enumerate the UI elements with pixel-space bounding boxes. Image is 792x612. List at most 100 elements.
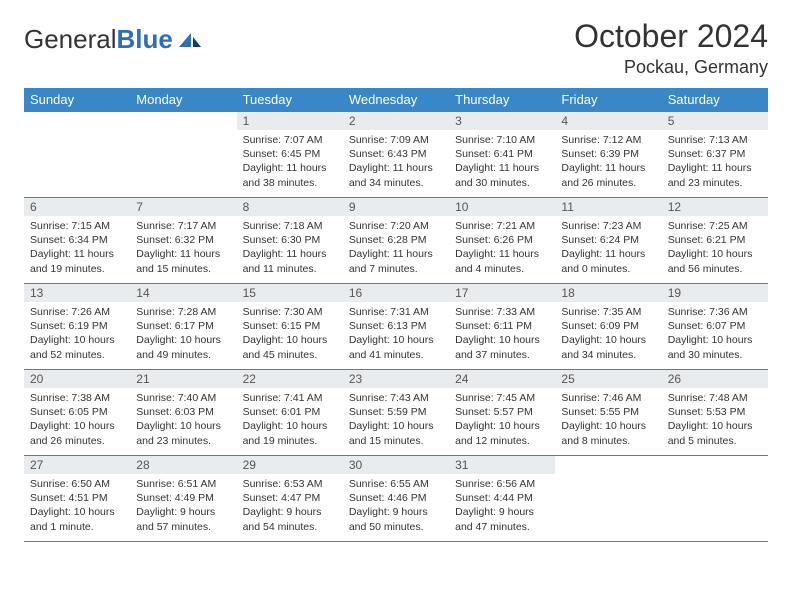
day-number: 5 (662, 112, 768, 130)
sunrise-text: Sunrise: 7:38 AM (30, 391, 124, 405)
sunrise-text: Sunrise: 7:21 AM (455, 219, 549, 233)
daylight-text: Daylight: 11 hours and 15 minutes. (136, 247, 230, 275)
daylight-text: Daylight: 10 hours and 49 minutes. (136, 333, 230, 361)
weekday-header: Saturday (662, 88, 768, 112)
daylight-text: Daylight: 11 hours and 26 minutes. (561, 161, 655, 189)
day-number: 16 (343, 284, 449, 302)
sunrise-text: Sunrise: 7:40 AM (136, 391, 230, 405)
daylight-text: Daylight: 11 hours and 7 minutes. (349, 247, 443, 275)
daylight-text: Daylight: 10 hours and 34 minutes. (561, 333, 655, 361)
day-content: Sunrise: 7:23 AMSunset: 6:24 PMDaylight:… (555, 216, 661, 280)
sunrise-text: Sunrise: 7:35 AM (561, 305, 655, 319)
sunrise-text: Sunrise: 6:56 AM (455, 477, 549, 491)
daylight-text: Daylight: 11 hours and 4 minutes. (455, 247, 549, 275)
sunrise-text: Sunrise: 7:36 AM (668, 305, 762, 319)
daylight-text: Daylight: 11 hours and 30 minutes. (455, 161, 549, 189)
calendar-day-cell (130, 112, 236, 198)
day-number: 31 (449, 456, 555, 474)
daylight-text: Daylight: 9 hours and 54 minutes. (243, 505, 337, 533)
sunrise-text: Sunrise: 7:45 AM (455, 391, 549, 405)
calendar-day-cell: 30Sunrise: 6:55 AMSunset: 4:46 PMDayligh… (343, 456, 449, 542)
calendar-day-cell: 8Sunrise: 7:18 AMSunset: 6:30 PMDaylight… (237, 198, 343, 284)
weekday-header: Friday (555, 88, 661, 112)
calendar-day-cell: 14Sunrise: 7:28 AMSunset: 6:17 PMDayligh… (130, 284, 236, 370)
daylight-text: Daylight: 10 hours and 45 minutes. (243, 333, 337, 361)
day-content: Sunrise: 6:56 AMSunset: 4:44 PMDaylight:… (449, 474, 555, 538)
weekday-header: Wednesday (343, 88, 449, 112)
calendar-day-cell: 13Sunrise: 7:26 AMSunset: 6:19 PMDayligh… (24, 284, 130, 370)
logo-word-2: Blue (117, 24, 173, 54)
daylight-text: Daylight: 10 hours and 12 minutes. (455, 419, 549, 447)
day-content: Sunrise: 7:25 AMSunset: 6:21 PMDaylight:… (662, 216, 768, 280)
day-content: Sunrise: 7:26 AMSunset: 6:19 PMDaylight:… (24, 302, 130, 366)
sunrise-text: Sunrise: 7:18 AM (243, 219, 337, 233)
daylight-text: Daylight: 10 hours and 37 minutes. (455, 333, 549, 361)
sunset-text: Sunset: 6:17 PM (136, 319, 230, 333)
sunset-text: Sunset: 6:03 PM (136, 405, 230, 419)
calendar-day-cell: 2Sunrise: 7:09 AMSunset: 6:43 PMDaylight… (343, 112, 449, 198)
day-number: 11 (555, 198, 661, 216)
day-content: Sunrise: 7:21 AMSunset: 6:26 PMDaylight:… (449, 216, 555, 280)
daylight-text: Daylight: 11 hours and 19 minutes. (30, 247, 124, 275)
sunset-text: Sunset: 6:32 PM (136, 233, 230, 247)
sunrise-text: Sunrise: 7:46 AM (561, 391, 655, 405)
daylight-text: Daylight: 10 hours and 30 minutes. (668, 333, 762, 361)
day-number: 13 (24, 284, 130, 302)
day-number: 25 (555, 370, 661, 388)
calendar-day-cell: 6Sunrise: 7:15 AMSunset: 6:34 PMDaylight… (24, 198, 130, 284)
daylight-text: Daylight: 10 hours and 1 minute. (30, 505, 124, 533)
sunset-text: Sunset: 6:43 PM (349, 147, 443, 161)
sunrise-text: Sunrise: 7:48 AM (668, 391, 762, 405)
daylight-text: Daylight: 9 hours and 50 minutes. (349, 505, 443, 533)
weekday-header: Sunday (24, 88, 130, 112)
day-content: Sunrise: 7:17 AMSunset: 6:32 PMDaylight:… (130, 216, 236, 280)
day-number: 26 (662, 370, 768, 388)
sunrise-text: Sunrise: 7:43 AM (349, 391, 443, 405)
calendar-day-cell: 12Sunrise: 7:25 AMSunset: 6:21 PMDayligh… (662, 198, 768, 284)
daylight-text: Daylight: 10 hours and 15 minutes. (349, 419, 443, 447)
day-content: Sunrise: 6:51 AMSunset: 4:49 PMDaylight:… (130, 474, 236, 538)
sunset-text: Sunset: 6:39 PM (561, 147, 655, 161)
calendar-week-row: 1Sunrise: 7:07 AMSunset: 6:45 PMDaylight… (24, 112, 768, 198)
calendar-day-cell: 5Sunrise: 7:13 AMSunset: 6:37 PMDaylight… (662, 112, 768, 198)
sunrise-text: Sunrise: 7:07 AM (243, 133, 337, 147)
day-content: Sunrise: 6:53 AMSunset: 4:47 PMDaylight:… (237, 474, 343, 538)
day-number: 6 (24, 198, 130, 216)
day-content: Sunrise: 6:50 AMSunset: 4:51 PMDaylight:… (24, 474, 130, 538)
sunset-text: Sunset: 4:51 PM (30, 491, 124, 505)
day-content: Sunrise: 7:07 AMSunset: 6:45 PMDaylight:… (237, 130, 343, 194)
daylight-text: Daylight: 10 hours and 26 minutes. (30, 419, 124, 447)
calendar-day-cell (555, 456, 661, 542)
daylight-text: Daylight: 11 hours and 23 minutes. (668, 161, 762, 189)
calendar-day-cell: 18Sunrise: 7:35 AMSunset: 6:09 PMDayligh… (555, 284, 661, 370)
sunset-text: Sunset: 6:26 PM (455, 233, 549, 247)
day-content: Sunrise: 7:38 AMSunset: 6:05 PMDaylight:… (24, 388, 130, 452)
month-title: October 2024 (574, 18, 768, 55)
day-content: Sunrise: 7:28 AMSunset: 6:17 PMDaylight:… (130, 302, 236, 366)
day-number: 21 (130, 370, 236, 388)
daylight-text: Daylight: 11 hours and 11 minutes. (243, 247, 337, 275)
day-number: 23 (343, 370, 449, 388)
day-number: 17 (449, 284, 555, 302)
day-content: Sunrise: 7:45 AMSunset: 5:57 PMDaylight:… (449, 388, 555, 452)
sunset-text: Sunset: 4:47 PM (243, 491, 337, 505)
weekday-header: Thursday (449, 88, 555, 112)
sunrise-text: Sunrise: 7:25 AM (668, 219, 762, 233)
sunrise-text: Sunrise: 6:53 AM (243, 477, 337, 491)
sunset-text: Sunset: 6:19 PM (30, 319, 124, 333)
title-block: October 2024 Pockau, Germany (574, 18, 768, 78)
calendar-day-cell: 10Sunrise: 7:21 AMSunset: 6:26 PMDayligh… (449, 198, 555, 284)
day-content: Sunrise: 7:48 AMSunset: 5:53 PMDaylight:… (662, 388, 768, 452)
calendar-table: SundayMondayTuesdayWednesdayThursdayFrid… (24, 88, 768, 542)
calendar-day-cell: 31Sunrise: 6:56 AMSunset: 4:44 PMDayligh… (449, 456, 555, 542)
calendar-day-cell (24, 112, 130, 198)
sunset-text: Sunset: 6:34 PM (30, 233, 124, 247)
sunrise-text: Sunrise: 7:20 AM (349, 219, 443, 233)
sail-icon (177, 31, 203, 49)
calendar-day-cell (662, 456, 768, 542)
day-number: 19 (662, 284, 768, 302)
weekday-header: Tuesday (237, 88, 343, 112)
daylight-text: Daylight: 10 hours and 5 minutes. (668, 419, 762, 447)
daylight-text: Daylight: 9 hours and 47 minutes. (455, 505, 549, 533)
sunrise-text: Sunrise: 7:12 AM (561, 133, 655, 147)
